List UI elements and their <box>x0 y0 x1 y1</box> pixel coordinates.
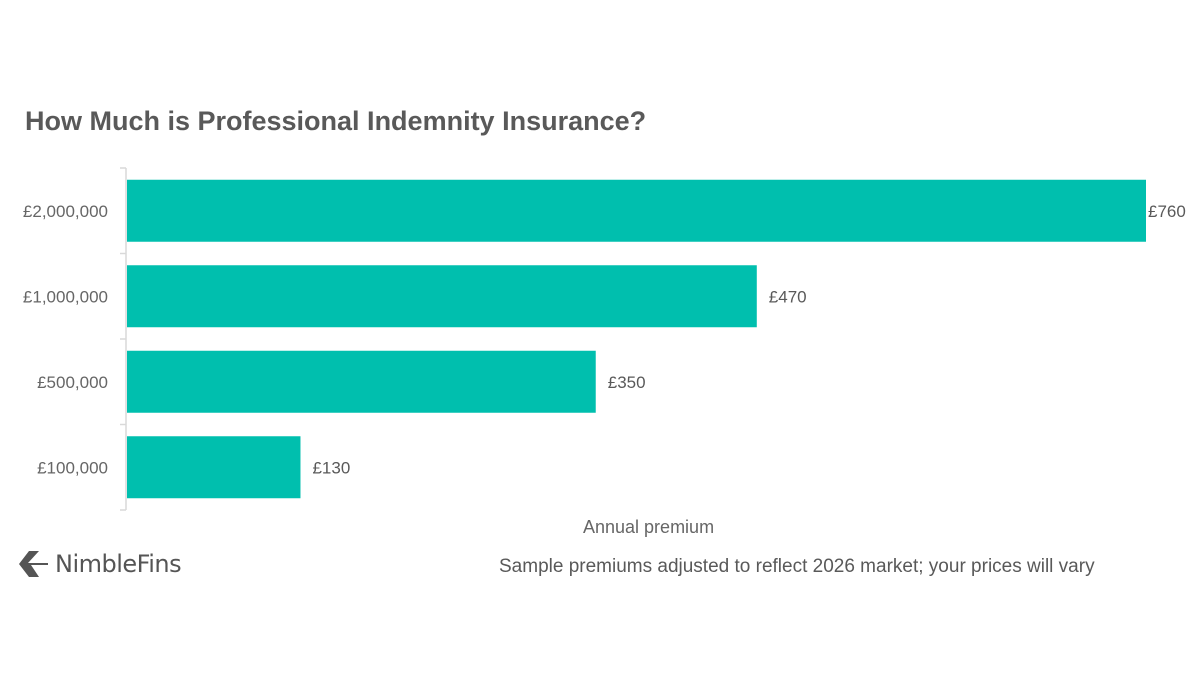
nimblefins-logo: NimbleFins <box>17 550 182 578</box>
bar <box>127 350 596 413</box>
y-tick-label: £2,000,000 <box>23 202 108 221</box>
data-label: £760 <box>1148 202 1186 221</box>
data-label: £130 <box>312 458 350 477</box>
bar <box>127 265 757 328</box>
data-label: £470 <box>769 287 807 306</box>
footnote: Sample premiums adjusted to reflect 2026… <box>499 556 1095 577</box>
y-tick-label: £500,000 <box>37 373 108 392</box>
bar <box>127 179 1146 242</box>
chart-title: How Much is Professional Indemnity Insur… <box>25 106 647 136</box>
y-tick-label: £100,000 <box>37 458 108 477</box>
nimblefins-arrow-icon <box>19 551 48 577</box>
brand-name: NimbleFins <box>55 550 182 578</box>
y-tick-label: £1,000,000 <box>23 287 108 306</box>
bar <box>127 436 301 499</box>
data-label: £350 <box>608 373 646 392</box>
x-axis-label: Annual premium <box>583 517 715 537</box>
